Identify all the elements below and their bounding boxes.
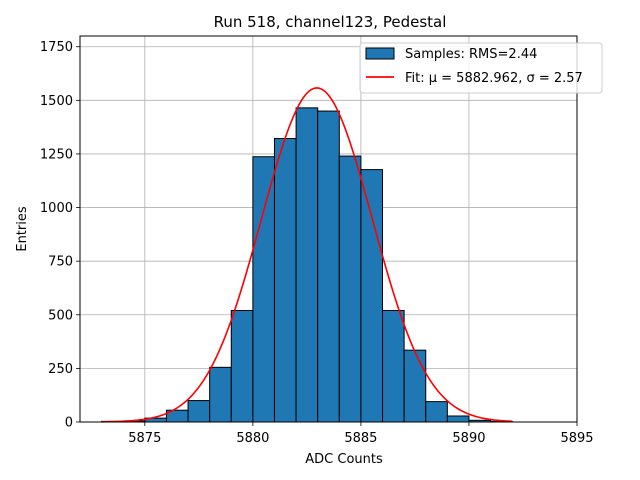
x-tick-label: 5895: [560, 431, 593, 446]
legend-histogram-swatch: [365, 47, 395, 60]
histogram-bar: [295, 107, 319, 423]
histogram-bar: [446, 415, 470, 423]
y-tick-label: 1000: [40, 201, 73, 216]
histogram-bar: [209, 366, 232, 423]
x-tick-label: 5890: [452, 431, 485, 446]
x-axis-label: ADC Counts: [305, 452, 383, 467]
legend-histogram-label: Samples: RMS=2.44: [405, 47, 537, 62]
fit-curve: [101, 87, 513, 423]
x-tick-label: 5880: [236, 431, 269, 446]
y-tick-label: 750: [48, 255, 73, 270]
histogram-bar: [403, 349, 427, 423]
fit-curve-layer: [101, 87, 513, 423]
histogram-bar: [338, 155, 362, 423]
histogram-bar: [187, 400, 211, 423]
x-axis-ticks: 5875 5880 5885 5890 5895: [128, 422, 594, 446]
histogram-bars: [101, 107, 513, 423]
legend-fit-label: Fit: μ = 5882.962, σ = 2.57: [405, 71, 583, 86]
histogram-bar: [273, 138, 297, 423]
x-tick-label: 5885: [344, 431, 377, 446]
histogram-bar: [360, 169, 384, 423]
histogram-bar: [382, 309, 405, 423]
histogram-bar: [252, 156, 275, 423]
y-tick-label: 1500: [40, 94, 73, 109]
y-tick-label: 0: [65, 416, 73, 431]
legend-box: [359, 42, 603, 94]
histogram-bar: [230, 309, 254, 423]
plot-frame: [79, 35, 578, 423]
y-tick-label: 500: [48, 308, 73, 323]
y-tick-label: 250: [48, 362, 73, 377]
legend: Samples: RMS=2.44 Fit: μ = 5882.962, σ =…: [359, 42, 603, 94]
y-axis-ticks: 0 250 500 750 1000 1250 1500 1750: [40, 40, 80, 431]
histogram-bar: [317, 110, 340, 423]
chart-title: Run 518, channel123, Pedestal: [214, 13, 447, 31]
y-axis-label: Entries: [15, 206, 30, 252]
y-tick-label: 1750: [40, 40, 73, 55]
x-tick-label: 5875: [128, 431, 161, 446]
histogram-bar: [425, 401, 448, 423]
y-tick-label: 1250: [40, 147, 73, 162]
